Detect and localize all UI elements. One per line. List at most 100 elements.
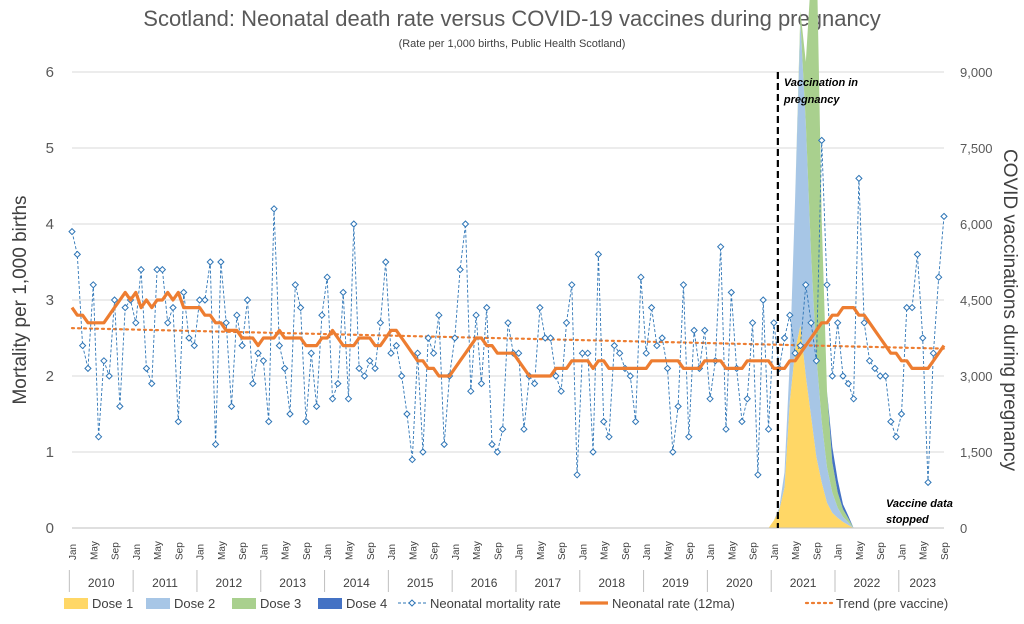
legend-monthly-rate-label: Neonatal mortality rate [430, 596, 561, 611]
x-month-label: May [536, 541, 547, 560]
y2-tick-label: 4,500 [960, 293, 993, 308]
monthly-rate-point [855, 174, 863, 183]
monthly-rate-point [706, 395, 714, 403]
monthly-rate-point [892, 433, 900, 441]
monthly-rate-point [174, 417, 183, 426]
monthly-rate-point [887, 417, 895, 426]
monthly-rate-point [871, 364, 879, 373]
x-year-label: 2011 [152, 576, 178, 590]
monthly-rate-point [637, 273, 645, 281]
monthly-rate-point [770, 319, 778, 327]
y-tick-label: 4 [46, 216, 54, 233]
x-month-label: Sep [812, 542, 823, 560]
x-month-label: Sep [876, 542, 887, 560]
legend-dose-4-label: Dose 4 [346, 596, 387, 611]
x-month-label: Sep [174, 542, 185, 560]
monthly-rate-point [594, 250, 603, 259]
x-month-label: May [153, 541, 164, 560]
monthly-rate-point [222, 319, 230, 327]
monthly-rate-point [573, 471, 581, 479]
monthly-rate-point [647, 303, 656, 312]
monthly-rate-point [642, 349, 650, 357]
vaccination-annotation-line: Vaccination in [784, 77, 858, 89]
chart-subtitle: (Rate per 1,000 births, Public Health Sc… [398, 38, 626, 50]
x-month-label: Jan [196, 544, 207, 560]
monthly-rate-point [110, 296, 119, 304]
monthly-rate-point [249, 379, 257, 388]
monthly-rate-point [201, 296, 209, 304]
monthly-rate-point [865, 357, 874, 365]
monthly-rate-point [568, 281, 576, 289]
monthly-rate-point [754, 471, 762, 479]
monthly-rate-point [924, 478, 932, 487]
vaccine-stopped-annotation-line: Vaccine data [886, 498, 953, 510]
monthly-rate-point [73, 250, 82, 259]
monthly-rate-point [839, 372, 847, 380]
monthly-rate-point [302, 417, 310, 426]
monthly-rate-point [233, 311, 241, 319]
monthly-rate-point [84, 364, 92, 373]
y2-axis-title: COVID vaccinations during pregnancy [999, 149, 1020, 472]
monthly-rate-point [844, 379, 852, 388]
monthly-rate-point [908, 303, 916, 312]
monthly-rate-point [828, 372, 837, 380]
legend-dose-4-swatch [318, 598, 342, 609]
x-month-label: Jan [387, 544, 398, 560]
monthly-rate-point [397, 372, 406, 380]
y2-tick-label: 0 [960, 521, 967, 536]
monthly-rate-point [562, 319, 571, 327]
x-month-label: May [600, 541, 611, 560]
x-month-label: Sep [621, 542, 632, 560]
dose-2-area [768, 21, 854, 529]
x-month-label: Jan [578, 544, 589, 560]
monthly-rate-point [68, 227, 76, 236]
monthly-rate-point [546, 334, 555, 342]
monthly-rate-point [940, 212, 948, 221]
x-month-label: Jan [259, 544, 270, 560]
monthly-rate-point [419, 448, 427, 456]
monthly-rate-point [823, 281, 831, 289]
monthly-rate-point [653, 341, 661, 350]
x-month-label: Sep [557, 542, 568, 560]
x-year-label: 2016 [471, 576, 498, 590]
monthly-rate-point [217, 258, 225, 266]
x-month-label: May [217, 541, 228, 560]
x-month-label: May [791, 541, 802, 560]
monthly-rate-point [674, 402, 682, 411]
monthly-rate-point [265, 417, 273, 426]
x-year-label: 2010 [88, 576, 115, 590]
monthly-rate-point [413, 349, 422, 357]
legend-dose-1-swatch [64, 598, 88, 609]
monthly-rate-point [254, 349, 262, 357]
monthly-rate-point [802, 281, 810, 289]
monthly-rate-point [919, 334, 927, 342]
monthly-rate-point [498, 425, 507, 433]
x-month-label: Sep [111, 542, 122, 560]
monthly-rate-point [536, 303, 544, 312]
monthly-rate-point [818, 136, 826, 145]
monthly-rate-point [211, 440, 220, 449]
rolling-rate-line [70, 290, 946, 378]
x-month-label: Jan [706, 544, 717, 560]
monthly-rate-point [461, 220, 470, 228]
y-tick-label: 6 [46, 64, 54, 81]
monthly-rate-point [195, 296, 204, 304]
monthly-rate-point [605, 433, 613, 441]
monthly-rate-point [812, 357, 821, 365]
monthly-rate-point [259, 357, 268, 365]
monthly-rate-point [514, 349, 523, 357]
monthly-rate-point [663, 364, 672, 373]
x-year-label: 2023 [909, 576, 936, 590]
legend-dose-1-label: Dose 1 [92, 596, 133, 611]
y-tick-label: 3 [46, 292, 54, 309]
y2-tick-label: 3,000 [960, 369, 993, 384]
x-month-label: Jan [897, 544, 908, 560]
legend-dose-3-label: Dose 3 [260, 596, 301, 611]
x-month-label: Sep [493, 542, 504, 560]
x-month-label: Jan [642, 544, 653, 560]
monthly-rate-point [849, 395, 858, 403]
vaccine-stopped-annotation-line: stopped [886, 514, 929, 526]
monthly-rate-point [833, 319, 842, 327]
x-month-label: Jan [515, 544, 526, 560]
monthly-rate-point [658, 334, 666, 342]
